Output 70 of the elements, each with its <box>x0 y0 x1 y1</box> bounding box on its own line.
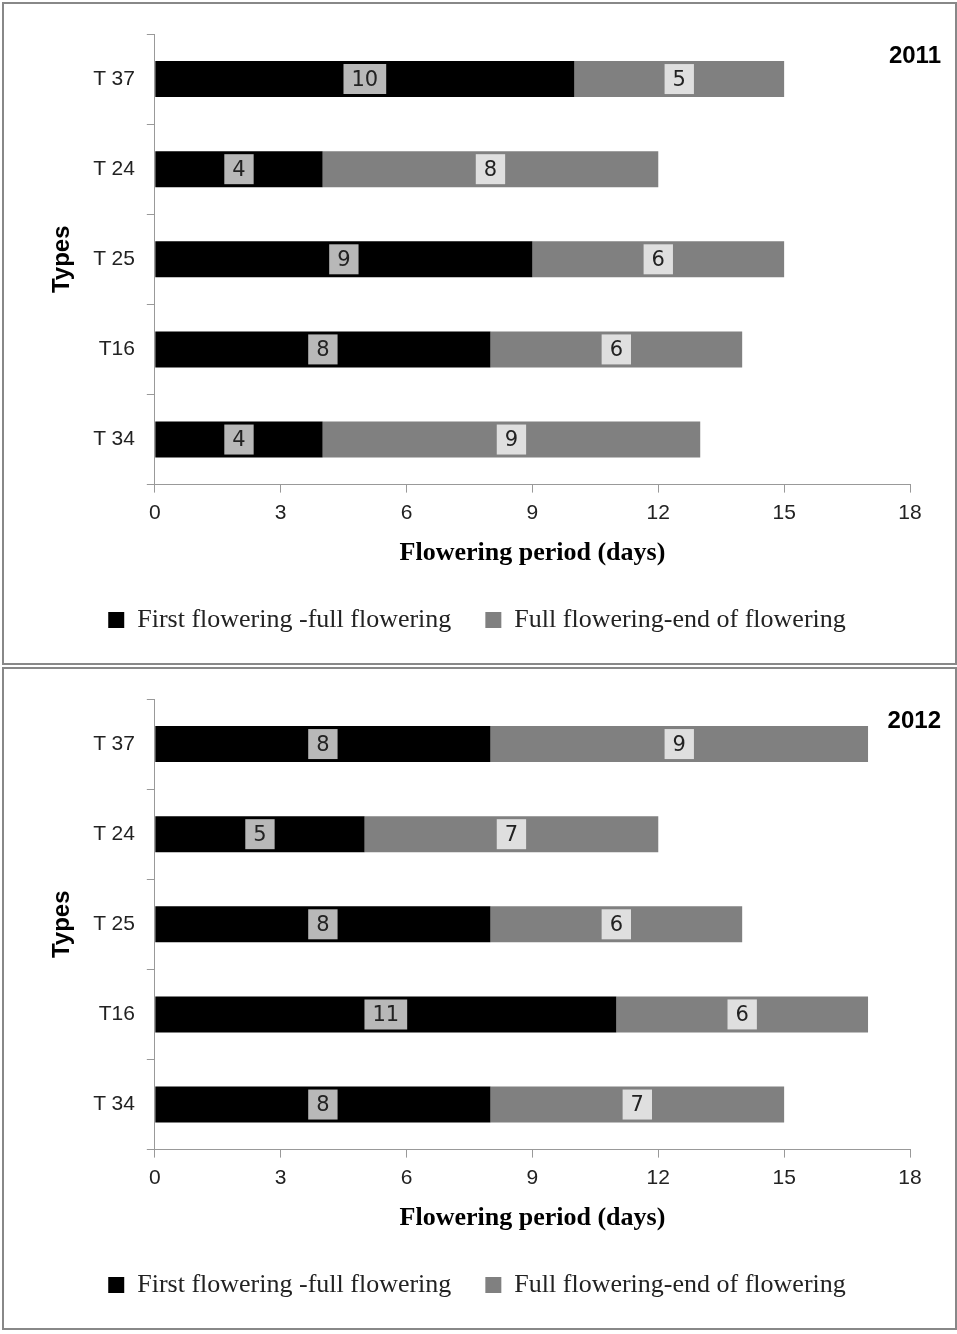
y-tick-label: T 37 <box>93 65 135 89</box>
y-axis-title: Types <box>47 225 75 294</box>
data-label: 6 <box>609 336 624 361</box>
data-label: 6 <box>609 911 624 936</box>
bar <box>616 996 869 1033</box>
x-tick-label: 9 <box>526 500 539 523</box>
data-label: 8 <box>316 336 330 361</box>
legend-label: First flowering -full flowering <box>137 603 452 633</box>
bar <box>490 331 743 368</box>
y-tick-label: T 34 <box>93 426 136 450</box>
bar <box>155 331 491 368</box>
x-tick-label: 18 <box>898 1165 922 1188</box>
x-tick-label: 15 <box>772 1165 796 1188</box>
y-tick-label: T16 <box>98 1001 135 1025</box>
data-label: 9 <box>504 426 519 451</box>
y-tick-label: T 34 <box>93 1091 136 1115</box>
data-label: 7 <box>630 1091 644 1116</box>
data-label: 11 <box>372 1001 400 1026</box>
data-label: 6 <box>735 1001 749 1026</box>
legend-label: Full flowering-end of flowering <box>514 1268 846 1298</box>
data-label: 5 <box>253 821 267 846</box>
data-label: 8 <box>316 911 330 936</box>
y-tick-label: T 24 <box>93 155 136 179</box>
x-tick-label: 3 <box>274 500 287 523</box>
x-tick-label: 9 <box>526 1165 539 1188</box>
y-axis-title: Types <box>47 890 75 959</box>
x-tick-label: 12 <box>646 1165 670 1188</box>
bar <box>490 726 869 763</box>
data-label: 6 <box>651 246 665 271</box>
x-tick-label: 3 <box>274 1165 287 1188</box>
bar <box>155 241 533 278</box>
y-tick-label: T 25 <box>93 911 135 935</box>
x-tick-label: 15 <box>772 500 796 523</box>
bar <box>155 996 617 1033</box>
y-tick-label: T16 <box>98 336 135 360</box>
bar <box>322 421 701 458</box>
bar <box>490 1086 785 1123</box>
bar <box>490 906 743 943</box>
x-tick-label: 0 <box>148 1165 161 1188</box>
bar <box>364 816 659 853</box>
data-label: 4 <box>232 426 246 451</box>
x-tick-label: 6 <box>400 500 413 523</box>
legend-label: Full flowering-end of flowering <box>514 603 846 633</box>
bar <box>155 61 575 98</box>
y-tick-label: T 24 <box>93 820 136 844</box>
chart-title: 2011 <box>888 40 941 68</box>
bar <box>155 906 491 943</box>
bar <box>155 726 491 763</box>
legend-label: First flowering -full flowering <box>137 1268 452 1298</box>
data-label: 8 <box>483 156 498 181</box>
x-axis-title: Flowering period (days) <box>399 1202 666 1232</box>
data-label: 8 <box>316 1091 330 1116</box>
y-tick-label: T 37 <box>93 730 135 754</box>
x-tick-label: 12 <box>646 500 670 523</box>
bar <box>532 241 785 278</box>
x-tick-label: 6 <box>400 1165 413 1188</box>
data-label: 8 <box>316 731 330 756</box>
data-label: 7 <box>504 821 519 846</box>
data-label: 5 <box>672 66 686 91</box>
chart-title: 2012 <box>887 705 941 733</box>
x-axis-title: Flowering period (days) <box>399 537 666 567</box>
y-tick-label: T 25 <box>93 246 135 270</box>
data-label: 4 <box>232 156 246 181</box>
x-tick-label: 0 <box>148 500 161 523</box>
x-tick-label: 18 <box>898 500 922 523</box>
data-label: 9 <box>672 731 686 756</box>
data-label: 9 <box>337 246 351 271</box>
bar <box>322 151 659 188</box>
bar <box>155 1086 491 1123</box>
data-label: 10 <box>351 66 379 91</box>
